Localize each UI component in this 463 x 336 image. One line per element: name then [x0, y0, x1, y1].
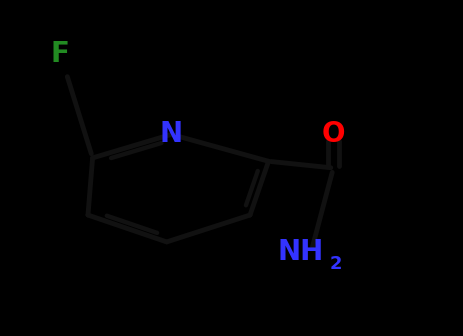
- Text: F: F: [51, 40, 69, 68]
- Text: O: O: [322, 120, 345, 149]
- Text: NH: NH: [278, 238, 324, 266]
- Text: N: N: [160, 120, 183, 149]
- Text: 2: 2: [330, 255, 342, 273]
